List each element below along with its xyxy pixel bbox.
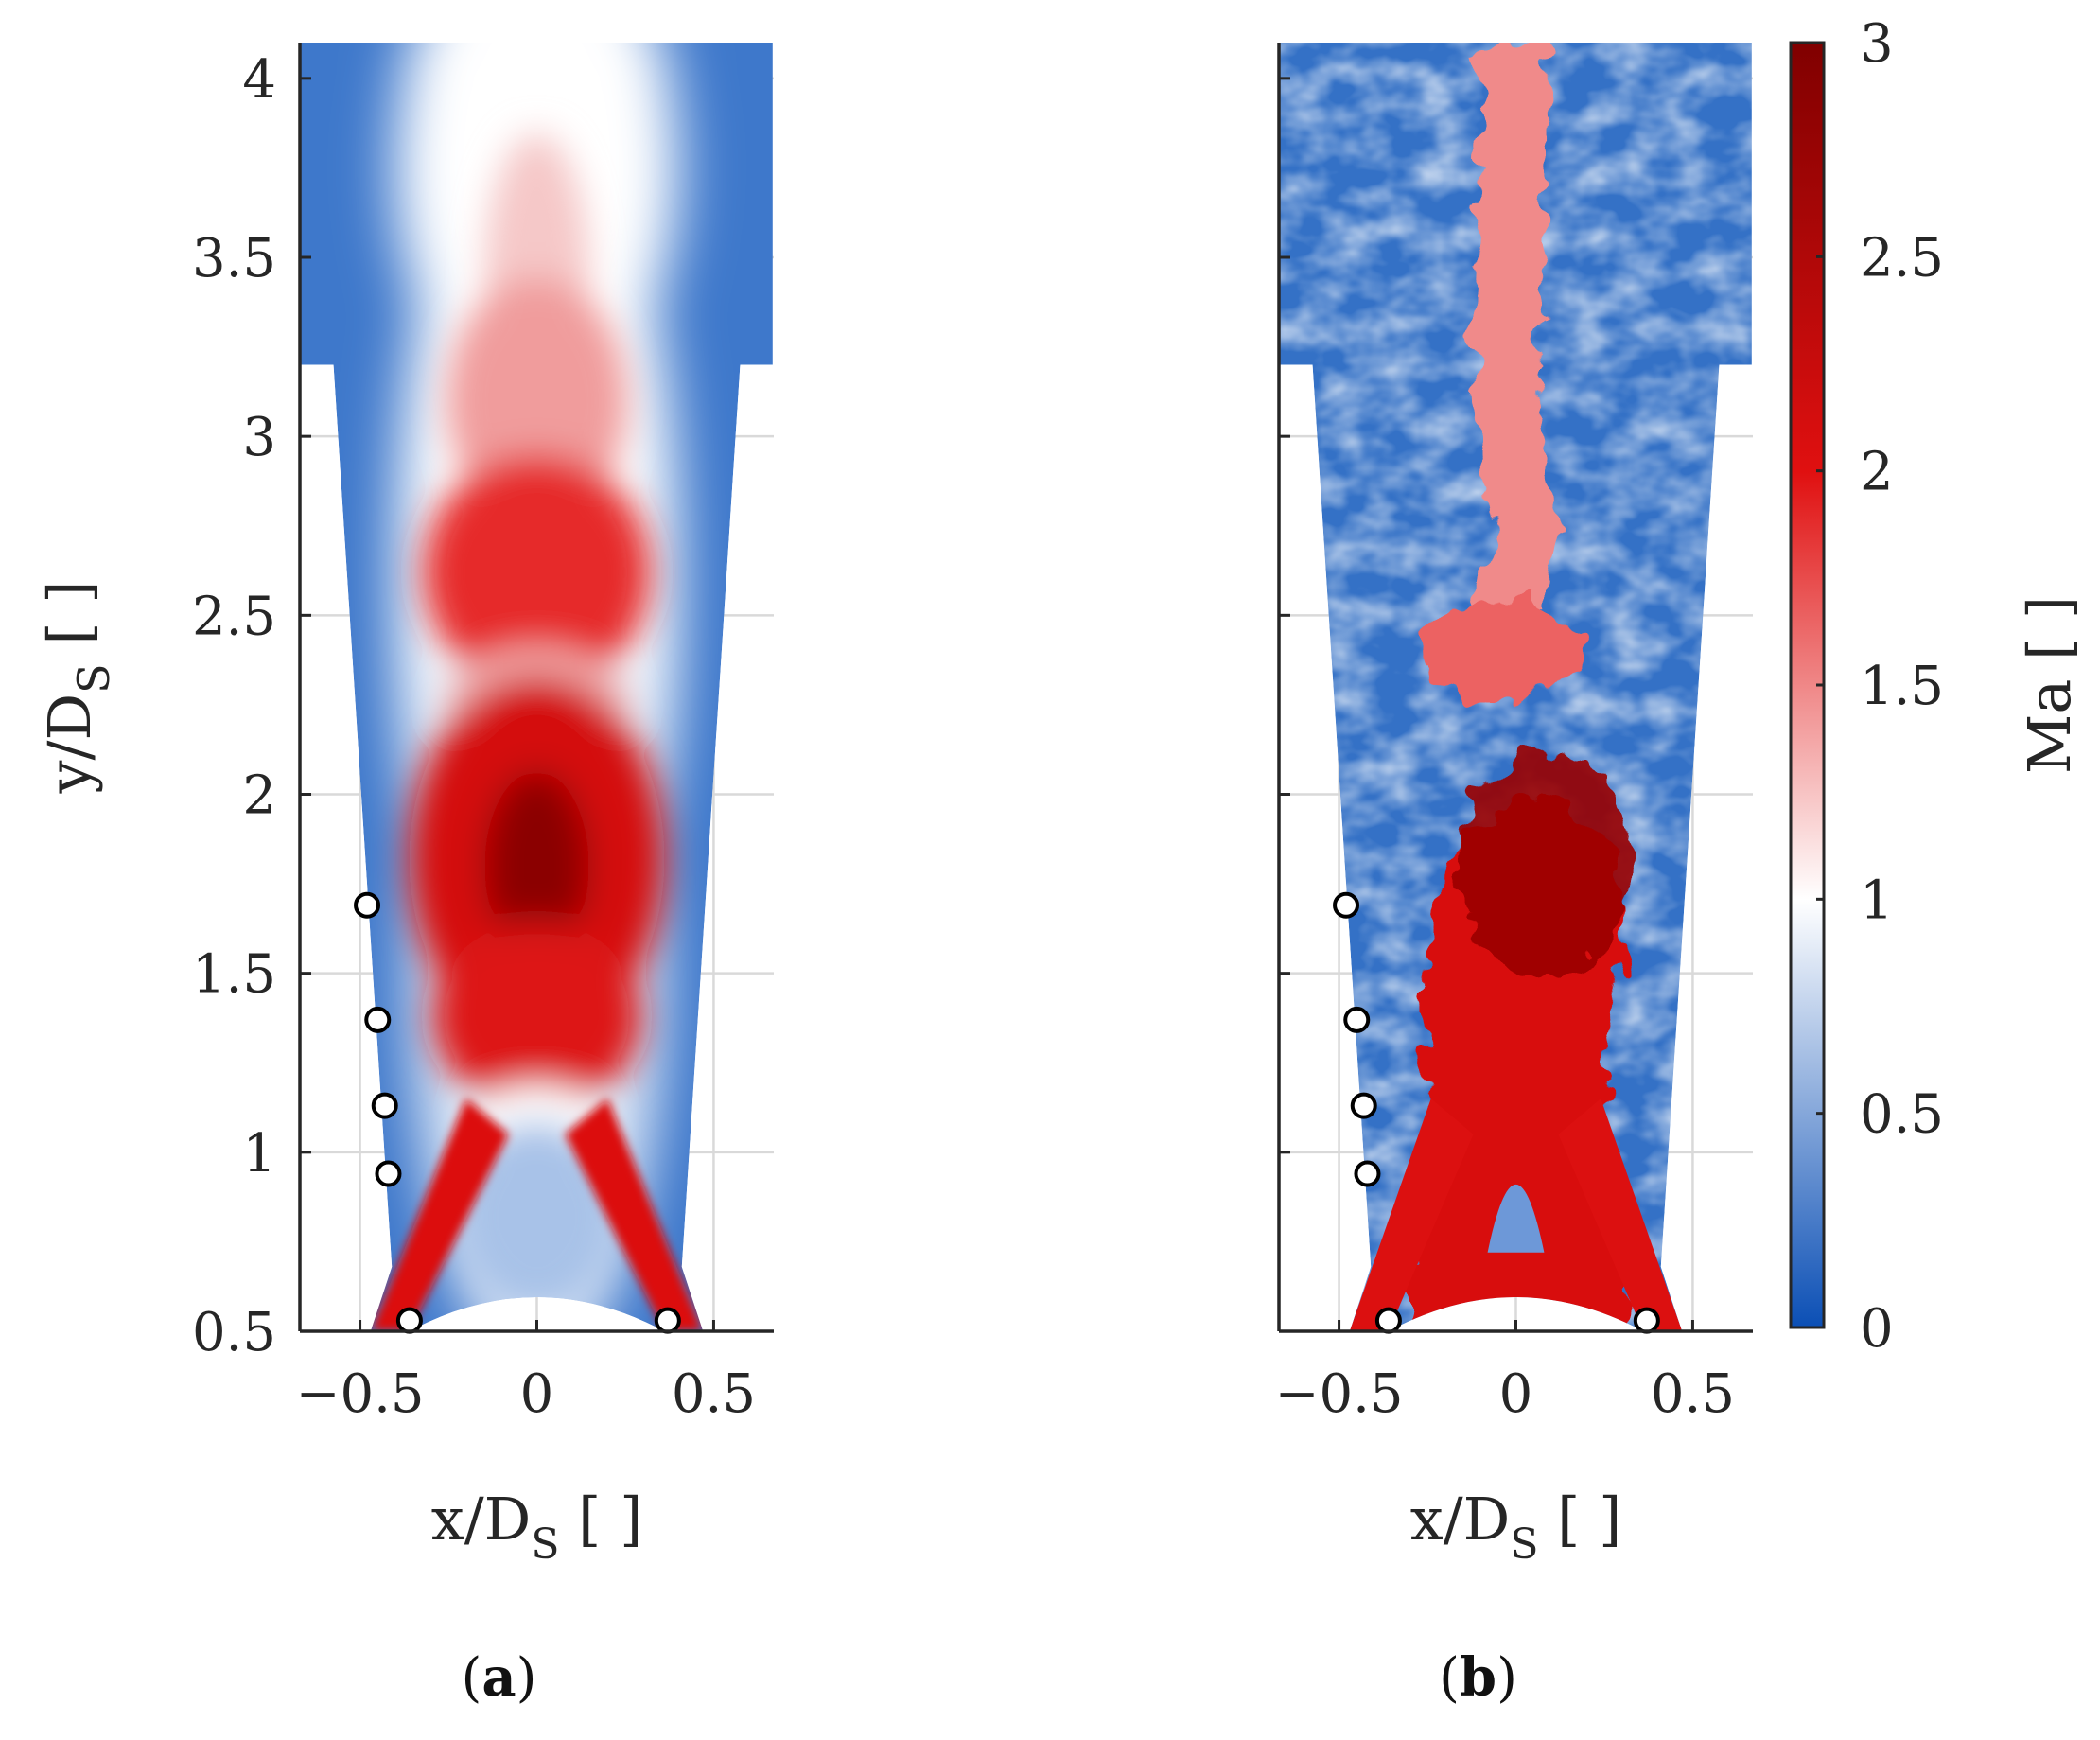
y-axis-label: y/DS [ ] xyxy=(35,581,119,795)
x-axis-label-unit: [ ] xyxy=(1538,1485,1621,1554)
mach-field xyxy=(1280,43,1752,1331)
probe-marker xyxy=(1333,891,1360,919)
panel-label: (b) xyxy=(1439,1646,1517,1709)
left-leg xyxy=(370,1098,509,1331)
paren-close: ) xyxy=(1496,1647,1517,1709)
jet-pink xyxy=(446,277,627,524)
colorbar-tick-label: 0.5 xyxy=(1860,1084,1944,1146)
cell-1 xyxy=(432,922,641,1112)
x-axis-label-sub: S xyxy=(1510,1520,1538,1569)
paren-close: ) xyxy=(516,1647,537,1709)
paren-open: ( xyxy=(1439,1647,1460,1709)
x-tick-label: 0.5 xyxy=(1651,1363,1735,1425)
probe-marker xyxy=(371,1092,398,1119)
x-axis-label-unit: [ ] xyxy=(559,1485,642,1554)
y-tick-label: 1 xyxy=(242,1123,276,1185)
probe-marker xyxy=(654,1307,681,1334)
x-tick-label: −0.5 xyxy=(1275,1363,1404,1425)
mach-field xyxy=(301,43,773,1331)
x-tick-label: −0.5 xyxy=(296,1363,425,1425)
y-tick-label: 2.5 xyxy=(192,586,276,647)
y-axis-label-main: y/D xyxy=(35,694,104,795)
cell-2-core xyxy=(484,771,589,961)
upper-plume xyxy=(1473,43,1557,625)
axes: −0.5 0 0.50.511.522.533.54x/DS [ ]y/DS [ ] xyxy=(35,43,774,1569)
probe-marker xyxy=(1633,1307,1660,1334)
colorbar-tick-label: 2 xyxy=(1860,442,1894,503)
y-tick-label: 3 xyxy=(242,407,276,468)
colorbar-tick-label: 2.5 xyxy=(1860,227,1944,289)
recirculation xyxy=(456,1121,618,1311)
halo-top-edge xyxy=(404,43,670,117)
panel-letter: b xyxy=(1460,1646,1496,1709)
probe-marker xyxy=(1354,1160,1381,1187)
probe-marker xyxy=(375,1160,402,1187)
colorbar-tick-label: 3 xyxy=(1860,13,1894,75)
x-axis-label-main: x/D xyxy=(431,1485,532,1554)
probe-marker xyxy=(1374,1307,1402,1334)
probe-marker xyxy=(354,891,381,919)
x-tick-label: 0.5 xyxy=(672,1363,756,1425)
probe-marker xyxy=(1343,1006,1371,1033)
core-peak xyxy=(1459,752,1630,980)
probe-marker xyxy=(1350,1092,1377,1119)
y-axis-label-unit: [ ] xyxy=(35,581,104,664)
panel-label: (a) xyxy=(461,1646,536,1709)
panel-b: −0.5 0 0.5 x/DS [ ] (b) xyxy=(1275,43,1753,1709)
x-axis-label-main: x/D xyxy=(1410,1485,1511,1554)
y-axis-label-sub: S xyxy=(68,663,119,694)
plume-blob xyxy=(1417,599,1579,704)
y-tick-label: 0.5 xyxy=(192,1302,276,1363)
y-tick-label: 2 xyxy=(242,765,276,827)
y-tick-label: 3.5 xyxy=(192,228,276,290)
markers xyxy=(1333,891,1660,1334)
colorbar-tick-label: 0 xyxy=(1860,1298,1894,1360)
probe-marker xyxy=(364,1006,392,1033)
colorbar: 0 0.5 1 1.5 2 2.5 3 Ma [ ] xyxy=(1789,13,2084,1360)
cell-3 xyxy=(423,453,651,691)
x-tick-label: 0 xyxy=(520,1363,554,1425)
right-leg xyxy=(565,1098,704,1331)
x-axis-label-sub: S xyxy=(531,1520,559,1569)
colorbar-label: Ma [ ] xyxy=(2015,596,2084,774)
jet-core xyxy=(409,132,665,1311)
x-axis-label: x/DS [ ] xyxy=(1410,1485,1622,1569)
shear-legs xyxy=(370,1098,704,1331)
turbulent-jet xyxy=(1406,43,1630,1331)
x-axis-label: x/DS [ ] xyxy=(431,1485,643,1569)
axes: −0.5 0 0.5 x/DS [ ] xyxy=(1275,43,1753,1569)
y-tick-label: 1.5 xyxy=(192,944,276,1006)
colorbar-tick-label: 1 xyxy=(1860,870,1894,931)
right-leg xyxy=(1558,1098,1683,1331)
colorbar-tick-label: 1.5 xyxy=(1860,656,1944,717)
left-leg xyxy=(1349,1098,1474,1331)
y-tick-label: 4 xyxy=(242,49,276,111)
panel-a: −0.5 0 0.50.511.522.533.54x/DS [ ]y/DS [ ]… xyxy=(35,43,774,1709)
panel-letter: a xyxy=(481,1646,516,1709)
x-tick-label: 0 xyxy=(1499,1363,1533,1425)
paren-open: ( xyxy=(461,1647,481,1709)
recirculation xyxy=(1487,1184,1545,1253)
probe-marker xyxy=(395,1307,423,1334)
